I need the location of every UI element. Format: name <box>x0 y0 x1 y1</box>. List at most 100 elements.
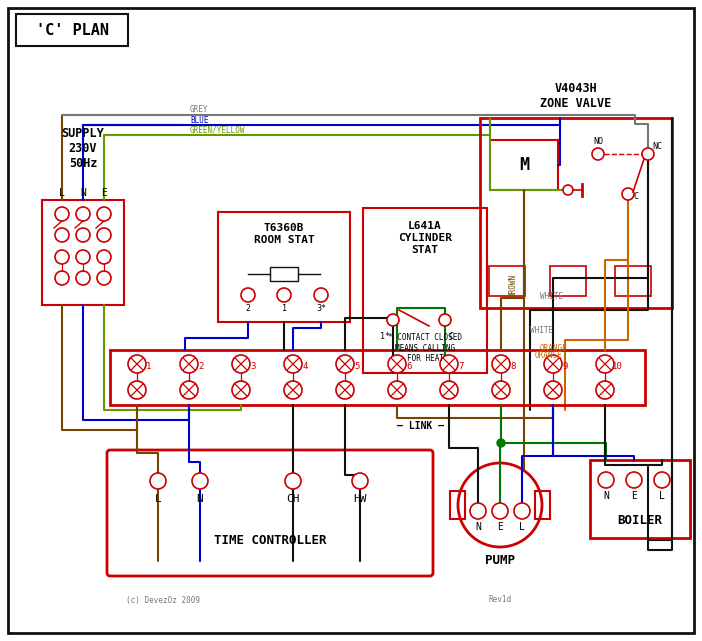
Circle shape <box>150 473 166 489</box>
Text: HW: HW <box>353 494 366 504</box>
Circle shape <box>277 288 291 302</box>
Bar <box>110 350 645 405</box>
Text: 3*: 3* <box>316 303 326 313</box>
Circle shape <box>592 148 604 160</box>
Bar <box>615 266 651 296</box>
Circle shape <box>497 439 505 447</box>
Circle shape <box>97 250 111 264</box>
Circle shape <box>97 228 111 242</box>
Text: BLUE: BLUE <box>190 115 208 124</box>
Circle shape <box>55 207 69 221</box>
Circle shape <box>192 473 208 489</box>
Circle shape <box>626 472 642 488</box>
Circle shape <box>285 473 301 489</box>
Circle shape <box>492 355 510 373</box>
Circle shape <box>388 355 406 373</box>
Text: PUMP: PUMP <box>485 554 515 567</box>
Circle shape <box>492 381 510 399</box>
Text: GREEN/YELLOW: GREEN/YELLOW <box>190 126 246 135</box>
Circle shape <box>544 381 562 399</box>
Text: M: M <box>519 156 529 174</box>
Text: C: C <box>633 192 639 201</box>
Circle shape <box>596 381 614 399</box>
Text: 6: 6 <box>406 362 411 370</box>
Circle shape <box>128 355 146 373</box>
Text: ORANGE: ORANGE <box>540 344 568 353</box>
Text: 'C' PLAN: 'C' PLAN <box>36 22 109 38</box>
Text: BOILER: BOILER <box>618 513 663 526</box>
Bar <box>535 491 550 519</box>
Text: WHITE: WHITE <box>540 292 563 301</box>
Bar <box>363 208 487 373</box>
Text: CH: CH <box>286 494 300 504</box>
Bar <box>42 200 124 305</box>
Circle shape <box>654 472 670 488</box>
Text: N: N <box>197 494 204 504</box>
Text: L: L <box>59 188 65 198</box>
Text: * CONTACT CLOSED
MEANS CALLING
FOR HEAT: * CONTACT CLOSED MEANS CALLING FOR HEAT <box>388 333 462 363</box>
Circle shape <box>76 228 90 242</box>
Text: E: E <box>497 522 503 532</box>
Circle shape <box>55 250 69 264</box>
Circle shape <box>439 314 451 326</box>
Circle shape <box>76 207 90 221</box>
Bar <box>480 118 672 308</box>
Text: SUPPLY
230V
50Hz: SUPPLY 230V 50Hz <box>62 126 105 169</box>
Text: L: L <box>659 491 665 501</box>
Ellipse shape <box>458 463 542 547</box>
Text: N: N <box>80 188 86 198</box>
Circle shape <box>563 185 573 195</box>
Text: (c) DevezOz 2009: (c) DevezOz 2009 <box>126 595 200 604</box>
Circle shape <box>642 148 654 160</box>
Text: — LINK —: — LINK — <box>397 421 444 431</box>
Circle shape <box>241 288 255 302</box>
Circle shape <box>622 188 634 200</box>
Circle shape <box>284 381 302 399</box>
Bar <box>550 266 586 296</box>
Circle shape <box>596 355 614 373</box>
Text: 7: 7 <box>458 362 464 370</box>
Circle shape <box>336 355 354 373</box>
Bar <box>270 267 298 281</box>
Text: ORANGE: ORANGE <box>535 351 563 360</box>
Circle shape <box>76 250 90 264</box>
Circle shape <box>387 314 399 326</box>
Text: L: L <box>519 522 525 532</box>
Text: L: L <box>154 494 161 504</box>
Text: 2: 2 <box>198 362 204 370</box>
Circle shape <box>232 355 250 373</box>
Text: N: N <box>603 491 609 501</box>
Circle shape <box>180 355 198 373</box>
Circle shape <box>440 381 458 399</box>
Bar <box>450 491 465 519</box>
Text: 2: 2 <box>246 303 251 313</box>
Circle shape <box>544 355 562 373</box>
Text: 1: 1 <box>282 303 286 313</box>
Text: NO: NO <box>593 137 603 146</box>
Text: 8: 8 <box>510 362 516 370</box>
Text: 9: 9 <box>562 362 568 370</box>
Circle shape <box>232 381 250 399</box>
Circle shape <box>598 472 614 488</box>
Text: T6360B
ROOM STAT: T6360B ROOM STAT <box>253 223 314 245</box>
Circle shape <box>284 355 302 373</box>
Text: 10: 10 <box>611 362 623 370</box>
Circle shape <box>352 473 368 489</box>
Text: E: E <box>631 491 637 501</box>
Circle shape <box>336 381 354 399</box>
Circle shape <box>55 271 69 285</box>
Bar <box>489 266 525 296</box>
Text: WHITE: WHITE <box>530 326 553 335</box>
Text: L641A
CYLINDER
STAT: L641A CYLINDER STAT <box>398 221 452 254</box>
Circle shape <box>97 271 111 285</box>
Circle shape <box>470 503 486 519</box>
Text: C: C <box>449 331 453 340</box>
Text: Rev1d: Rev1d <box>489 595 512 604</box>
Text: N: N <box>475 522 481 532</box>
Circle shape <box>180 381 198 399</box>
Text: NC: NC <box>652 142 662 151</box>
Bar <box>490 140 558 190</box>
Circle shape <box>440 355 458 373</box>
Circle shape <box>76 271 90 285</box>
Text: 1*: 1* <box>380 331 390 340</box>
